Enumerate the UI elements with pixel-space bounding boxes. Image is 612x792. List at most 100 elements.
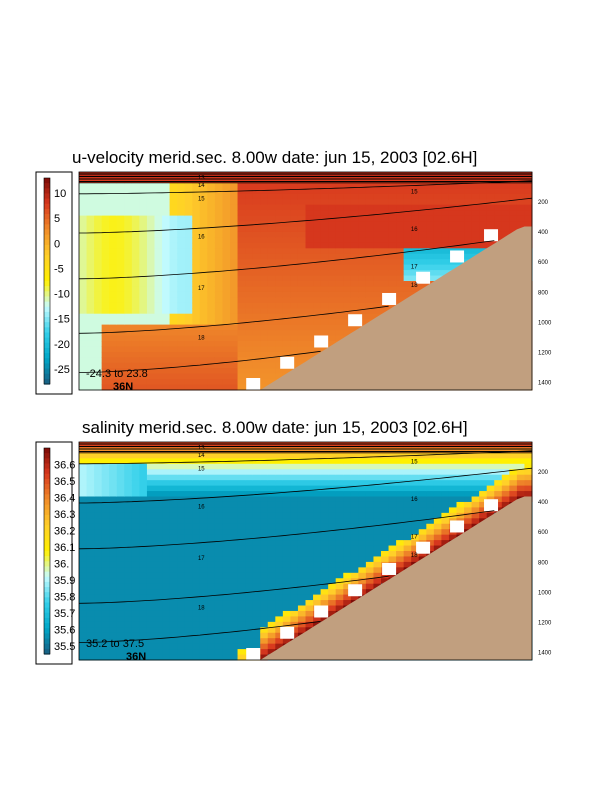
field-cell	[335, 540, 344, 547]
field-cell	[177, 172, 186, 178]
field-cell	[109, 384, 118, 391]
colorbar-swatch	[44, 453, 50, 459]
field-cell	[101, 182, 110, 189]
field-cell	[267, 270, 276, 277]
field-cell	[252, 231, 261, 238]
field-cell	[335, 605, 344, 612]
field-cell	[124, 561, 133, 568]
field-cell	[297, 600, 306, 606]
field-cell	[328, 188, 337, 195]
contour-line	[78, 510, 495, 550]
field-cell	[154, 561, 163, 568]
colorbar-swatch	[44, 306, 50, 313]
field-cell	[177, 237, 186, 244]
field-cell	[441, 442, 450, 448]
field-cell	[230, 210, 239, 217]
field-cell	[426, 529, 435, 536]
field-cell	[320, 540, 329, 547]
field-cell	[373, 545, 382, 552]
field-cell	[101, 583, 110, 590]
field-cell	[418, 474, 427, 481]
field-cell	[252, 507, 261, 514]
field-cell	[230, 442, 239, 448]
field-cell	[297, 627, 306, 634]
field-cell	[320, 297, 329, 304]
field-cell	[101, 188, 110, 195]
field-cell	[456, 199, 465, 206]
field-cell	[214, 589, 223, 596]
field-cell	[109, 610, 118, 617]
field-cell	[297, 621, 306, 628]
field-cell	[214, 340, 223, 347]
field-cell	[162, 627, 171, 634]
field-cell	[162, 583, 171, 590]
field-cell	[214, 242, 223, 249]
field-cell	[162, 270, 171, 277]
field-cell	[252, 540, 261, 547]
field-cell	[290, 248, 299, 255]
field-cell	[139, 485, 148, 492]
field-cell	[275, 368, 284, 375]
field-cell	[365, 534, 374, 541]
field-cell	[245, 458, 254, 465]
field-cell	[290, 302, 299, 309]
field-cell	[245, 442, 254, 448]
field-cell	[177, 193, 186, 200]
field-cell	[116, 643, 125, 650]
field-cell	[199, 480, 208, 487]
field-cell	[79, 452, 88, 459]
field-cell	[146, 281, 155, 287]
field-cell	[433, 518, 442, 525]
field-cell	[335, 447, 344, 454]
field-cell	[86, 442, 95, 448]
field-cell	[411, 529, 420, 536]
field-cell	[373, 172, 382, 178]
field-cell	[124, 291, 133, 298]
field-cell	[146, 578, 155, 585]
field-cell	[109, 649, 118, 656]
field-cell	[418, 210, 427, 217]
field-cell	[131, 605, 140, 612]
field-cell	[335, 319, 344, 326]
field-cell	[139, 643, 148, 650]
colorbar-swatch	[44, 525, 50, 531]
field-cell	[146, 204, 155, 211]
field-cell	[313, 193, 322, 200]
field-cell	[328, 242, 337, 249]
field-cell	[109, 643, 118, 650]
field-cell	[131, 172, 140, 178]
field-cell	[237, 654, 246, 661]
field-cell	[94, 589, 103, 596]
field-cell	[335, 594, 344, 601]
field-cell	[343, 556, 352, 563]
field-cell	[260, 313, 269, 320]
field-cell	[139, 193, 148, 200]
field-cell	[139, 556, 148, 563]
field-cell	[433, 248, 442, 255]
field-cell	[396, 540, 405, 547]
field-cell	[396, 193, 405, 200]
field-cell	[177, 302, 186, 309]
colorbar-swatch	[44, 581, 50, 588]
field-cell	[124, 469, 133, 476]
field-cell	[358, 485, 367, 492]
field-cell	[320, 452, 329, 459]
field-cell	[222, 572, 231, 579]
field-cell	[245, 215, 254, 222]
field-cell	[192, 551, 201, 557]
field-cell	[252, 480, 261, 487]
field-cell	[177, 654, 186, 661]
field-cell	[116, 199, 125, 206]
field-cell	[320, 237, 329, 244]
field-cell	[79, 313, 88, 320]
field-cell	[222, 463, 231, 470]
field-cell	[192, 221, 201, 227]
field-cell	[388, 518, 397, 525]
field-cell	[441, 458, 450, 465]
field-cell	[418, 204, 427, 211]
field-cell	[267, 583, 276, 590]
field-cell	[403, 551, 412, 557]
field-cell	[162, 313, 171, 320]
field-cell	[335, 496, 344, 503]
field-cell	[154, 373, 163, 380]
